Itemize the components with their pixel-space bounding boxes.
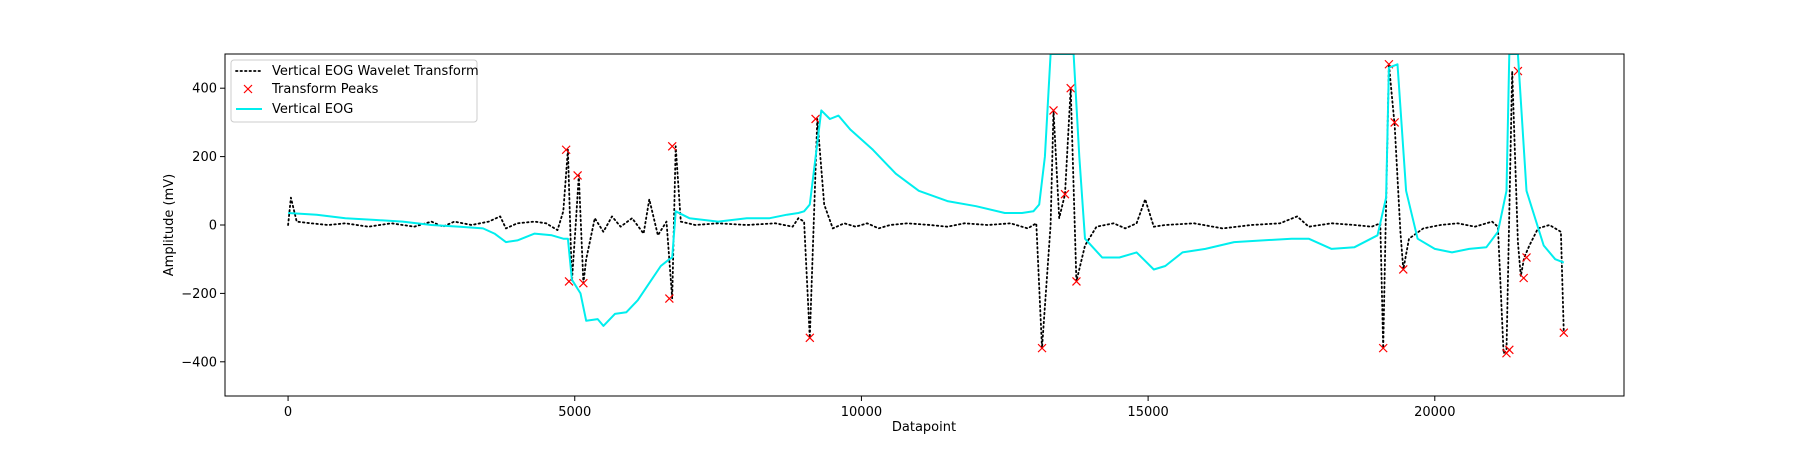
legend-label-wavelet: Vertical EOG Wavelet Transform xyxy=(272,64,479,79)
y-axis: −400 −200 0 200 400 xyxy=(181,82,225,370)
peak-marker xyxy=(1066,83,1076,93)
series-vertical-eog-line xyxy=(288,54,1565,327)
peak-marker xyxy=(811,114,820,124)
y-tick-label: 400 xyxy=(192,82,217,97)
peak-marker xyxy=(1049,106,1058,115)
peak-marker xyxy=(1398,265,1408,274)
x-tick-label: 10000 xyxy=(841,405,882,420)
peak-marker xyxy=(667,141,677,151)
series-transform-peaks xyxy=(561,59,1569,358)
peak-marker xyxy=(573,170,583,180)
legend-box xyxy=(230,59,478,123)
peak-marker xyxy=(1072,277,1081,286)
peak-marker xyxy=(578,278,588,288)
y-tick-label: −200 xyxy=(181,287,217,302)
peak-marker xyxy=(805,333,815,343)
y-tick-label: −400 xyxy=(181,355,217,370)
peak-marker xyxy=(664,294,674,303)
peak-marker xyxy=(1504,345,1514,355)
legend-label-eog: Vertical EOG xyxy=(272,102,353,117)
x-axis: 0 5000 10000 15000 20000 xyxy=(284,396,1455,420)
x-tick-label: 15000 xyxy=(1127,405,1168,420)
peak-marker xyxy=(1519,273,1529,283)
peak-marker xyxy=(1060,189,1070,199)
legend-swatch-peaks xyxy=(243,84,253,94)
x-axis-title: Datapoint xyxy=(892,420,956,435)
y-axis-title: Amplitude (mV) xyxy=(162,174,177,276)
peak-marker xyxy=(1559,328,1569,338)
x-tick-label: 20000 xyxy=(1414,405,1455,420)
plot-area xyxy=(287,54,1569,358)
series-wavelet-transform-line xyxy=(287,63,1565,355)
y-tick-label: 0 xyxy=(209,219,217,234)
peak-marker xyxy=(1378,343,1388,353)
legend-label-peaks: Transform Peaks xyxy=(271,82,379,97)
peak-marker xyxy=(561,145,571,155)
x-tick-label: 5000 xyxy=(558,405,591,420)
peak-marker xyxy=(1522,253,1531,262)
peak-marker xyxy=(1037,343,1047,353)
y-tick-label: 200 xyxy=(192,150,217,165)
legend: Vertical EOG Wavelet Transform Transform… xyxy=(230,59,479,123)
peak-marker xyxy=(1390,117,1400,127)
peak-marker xyxy=(1513,66,1523,76)
x-tick-label: 0 xyxy=(284,405,292,420)
